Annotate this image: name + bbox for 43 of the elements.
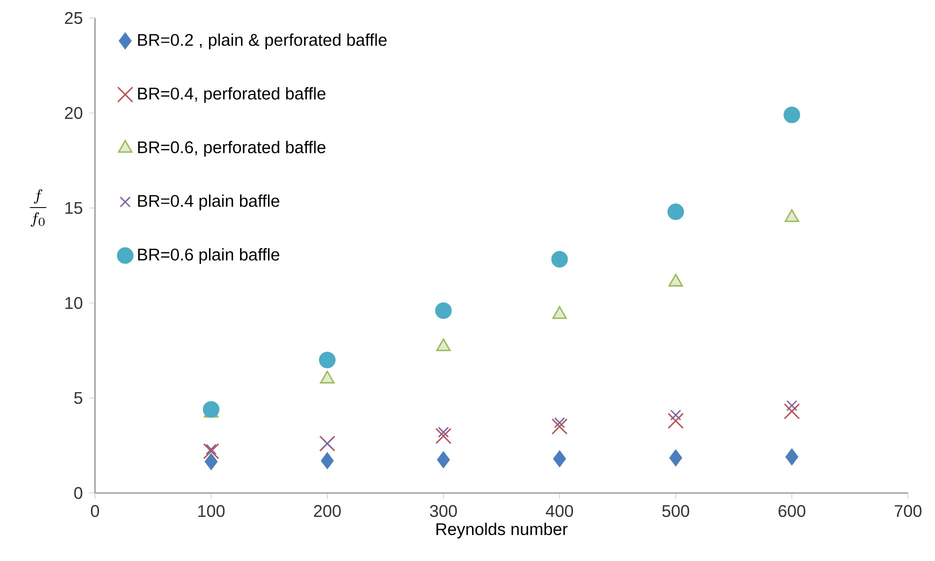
y-tick-label: 20 <box>64 107 82 119</box>
point <box>668 412 684 429</box>
point <box>669 450 682 466</box>
x-axis-title: Reynolds number <box>436 522 568 538</box>
x-tick-label: 700 <box>894 505 922 518</box>
point <box>551 251 568 268</box>
y-tick-label: 5 <box>74 392 82 404</box>
x-tick-label: 0 <box>90 505 100 518</box>
x-tick-label: 300 <box>430 505 457 518</box>
y-tick-label: 15 <box>65 202 82 214</box>
x-tick-label: 100 <box>198 505 225 518</box>
point <box>554 417 566 428</box>
point <box>435 428 452 444</box>
point <box>667 204 684 220</box>
point <box>670 410 682 421</box>
legend-label: BR=0.6 plain baffle <box>138 248 280 264</box>
point <box>435 302 452 319</box>
legend-label: BR=0.2 , plain & perforated baffle <box>138 33 387 50</box>
point <box>438 426 449 438</box>
y-tick-label: 25 <box>64 12 82 24</box>
x-tick-label: 400 <box>546 505 574 518</box>
legend-label: BR=0.6, perforated baffle <box>138 140 326 157</box>
x-tick-label: 500 <box>662 505 690 518</box>
point <box>786 400 798 412</box>
point <box>204 453 218 470</box>
x-tick-label: 600 <box>778 505 806 518</box>
y-tick-label: 10 <box>65 297 82 309</box>
point <box>319 352 336 368</box>
point <box>553 450 566 468</box>
x-tick-label: 200 <box>314 505 341 518</box>
legend-label: BR=0.4, perforated baffle <box>138 87 326 103</box>
point <box>437 451 450 468</box>
point <box>320 452 334 469</box>
legend-label: BR=0.4 plain baffle <box>138 194 280 210</box>
point <box>552 418 568 435</box>
point <box>784 106 800 124</box>
point <box>206 444 217 455</box>
point <box>785 448 798 466</box>
y-axis-title: $\frac{f}{f_0}$ <box>30 189 46 227</box>
point <box>203 443 220 460</box>
y-tick-label: 0 <box>74 487 82 499</box>
point <box>202 401 220 418</box>
point <box>784 403 800 420</box>
